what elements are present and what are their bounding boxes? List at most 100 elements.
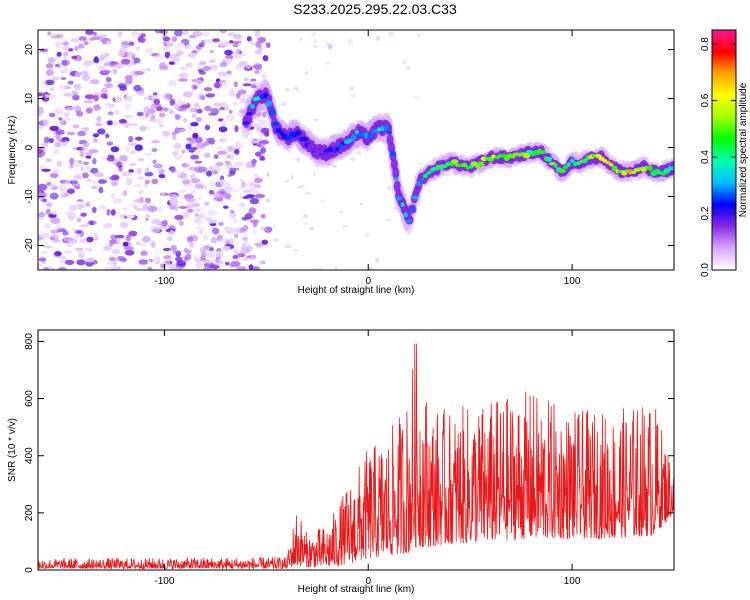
noise-speckle <box>233 233 239 239</box>
noise-speckle <box>240 51 247 57</box>
noise-speckle <box>250 123 259 128</box>
noise-speckle <box>69 157 75 165</box>
noise-speckle <box>195 117 202 122</box>
noise-speckle <box>156 106 164 112</box>
noise-speckle <box>85 155 92 159</box>
noise-speckle <box>219 237 229 244</box>
noise-speckle <box>292 122 296 125</box>
noise-speckle <box>238 202 246 208</box>
noise-speckle <box>44 94 50 98</box>
noise-speckle <box>86 257 95 263</box>
noise-speckle <box>38 148 43 155</box>
noise-speckle <box>45 208 51 215</box>
noise-speckle <box>105 76 112 83</box>
noise-speckle <box>138 259 148 265</box>
noise-speckle <box>136 243 146 247</box>
noise-speckle <box>196 142 202 148</box>
noise-speckle <box>298 37 304 42</box>
ridge-body <box>393 180 401 193</box>
noise-speckle <box>45 79 55 86</box>
noise-speckle <box>92 158 97 165</box>
noise-speckle <box>200 252 207 259</box>
noise-speckle <box>228 88 236 94</box>
noise-speckle <box>243 189 251 194</box>
noise-speckle <box>81 74 91 81</box>
noise-speckle <box>119 85 127 91</box>
ridge-peak <box>350 134 357 140</box>
noise-speckle <box>129 163 137 166</box>
noise-speckle <box>89 220 94 226</box>
noise-speckle <box>224 192 232 200</box>
noise-speckle <box>174 114 181 120</box>
noise-speckle <box>234 148 240 155</box>
noise-speckle <box>124 95 133 102</box>
noise-speckle <box>304 222 308 226</box>
noise-speckle <box>331 134 338 139</box>
noise-speckle <box>385 218 392 223</box>
noise-speckle <box>97 128 106 135</box>
snr-x-axis-label: Height of straight line (km) <box>298 584 415 595</box>
noise-speckle <box>98 205 107 210</box>
ridge-peak <box>389 151 396 157</box>
colorbar-tick-label: 0.2 <box>700 206 711 220</box>
noise-speckle <box>102 54 109 59</box>
noise-speckle <box>150 140 160 144</box>
noise-speckle <box>174 127 180 134</box>
noise-speckle <box>41 142 48 149</box>
noise-speckle <box>38 263 42 268</box>
noise-speckle <box>82 172 89 179</box>
noise-speckle <box>92 36 103 41</box>
noise-speckle <box>155 54 165 60</box>
noise-speckle <box>262 111 267 118</box>
noise-speckle <box>213 154 219 160</box>
noise-speckle <box>44 136 50 144</box>
noise-speckle <box>189 173 196 180</box>
noise-speckle <box>209 64 219 71</box>
noise-speckle <box>229 209 235 214</box>
noise-speckle <box>150 241 156 249</box>
noise-speckle <box>207 219 218 224</box>
noise-speckle <box>164 259 170 267</box>
noise-speckle <box>74 71 82 77</box>
noise-speckle <box>253 173 259 179</box>
noise-speckle <box>209 180 218 188</box>
noise-speckle <box>245 94 254 99</box>
noise-speckle <box>55 129 65 135</box>
noise-speckle <box>338 211 343 214</box>
noise-speckle <box>75 233 81 238</box>
ridge-peak <box>582 158 588 164</box>
noise-speckle <box>63 236 74 242</box>
colorbar-ticks: 0.0 0.2 0.4 0.6 0.8 <box>700 37 736 277</box>
noise-speckle <box>175 266 180 270</box>
noise-speckle <box>233 249 239 254</box>
ridge-peak <box>416 182 421 186</box>
ridge-peak <box>451 159 459 165</box>
noise-speckle <box>119 155 128 162</box>
noise-speckle <box>192 132 199 139</box>
noise-speckle <box>116 238 121 245</box>
noise-speckle <box>110 209 116 216</box>
noise-speckle <box>92 232 100 240</box>
noise-speckle <box>158 112 166 118</box>
noise-speckle <box>312 171 317 176</box>
noise-speckle <box>122 207 128 211</box>
noise-speckle <box>80 203 85 208</box>
noise-speckle <box>90 167 99 174</box>
noise-speckle <box>71 183 81 188</box>
noise-speckle <box>123 246 134 251</box>
ridge-peak <box>605 160 611 165</box>
noise-speckle <box>151 178 158 185</box>
ridge-peak <box>553 163 558 169</box>
noise-speckle <box>54 251 62 256</box>
noise-speckle <box>194 217 201 223</box>
noise-speckle <box>225 261 230 266</box>
ridge-peak <box>386 131 393 135</box>
ridge-peak <box>307 144 315 149</box>
noise-speckle <box>72 124 80 129</box>
noise-speckle <box>136 167 142 175</box>
noise-speckle <box>158 174 166 179</box>
noise-speckle <box>229 40 234 44</box>
noise-speckle <box>348 39 353 45</box>
noise-speckle <box>190 122 199 127</box>
noise-speckle <box>204 152 211 158</box>
